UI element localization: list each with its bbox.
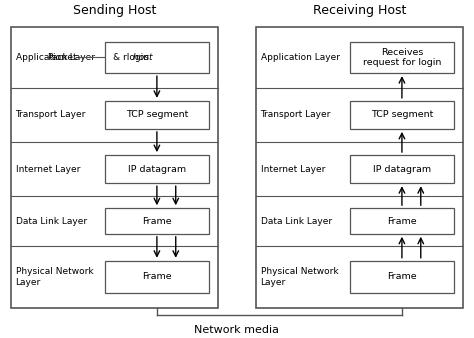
Text: Transport Layer: Transport Layer [261,111,331,119]
Text: Internet Layer: Internet Layer [261,165,325,174]
Text: IP datagram: IP datagram [373,165,431,174]
FancyBboxPatch shape [105,208,209,234]
Text: Sending Host: Sending Host [73,4,156,17]
FancyBboxPatch shape [11,27,218,308]
FancyBboxPatch shape [350,155,454,183]
Text: Frame: Frame [142,272,172,281]
Text: Physical Network
Layer: Physical Network Layer [261,267,338,287]
Text: Data Link Layer: Data Link Layer [16,217,87,225]
FancyBboxPatch shape [350,208,454,234]
Text: Receives
request for login: Receives request for login [363,48,441,67]
Text: & rlogin: & rlogin [113,53,152,62]
Text: Physical Network
Layer: Physical Network Layer [16,267,93,287]
Text: Packet: Packet [47,53,77,62]
Text: Receiving Host: Receiving Host [313,4,406,17]
Text: TCP segment: TCP segment [371,111,433,119]
Text: Frame: Frame [387,217,417,225]
Text: Frame: Frame [387,272,417,281]
FancyBboxPatch shape [105,101,209,129]
FancyBboxPatch shape [105,261,209,293]
Text: TCP segment: TCP segment [126,111,188,119]
Text: IP datagram: IP datagram [128,165,186,174]
FancyBboxPatch shape [350,42,454,73]
Text: Data Link Layer: Data Link Layer [261,217,332,225]
FancyBboxPatch shape [350,261,454,293]
Text: Internet Layer: Internet Layer [16,165,80,174]
Text: Network media: Network media [194,324,280,335]
Text: Application Layer: Application Layer [261,53,339,62]
Text: Application Layer: Application Layer [16,53,94,62]
FancyBboxPatch shape [105,42,209,73]
FancyBboxPatch shape [105,155,209,183]
FancyBboxPatch shape [256,27,463,308]
Text: host: host [110,53,153,62]
Text: Frame: Frame [142,217,172,225]
FancyBboxPatch shape [350,101,454,129]
Text: Transport Layer: Transport Layer [16,111,86,119]
